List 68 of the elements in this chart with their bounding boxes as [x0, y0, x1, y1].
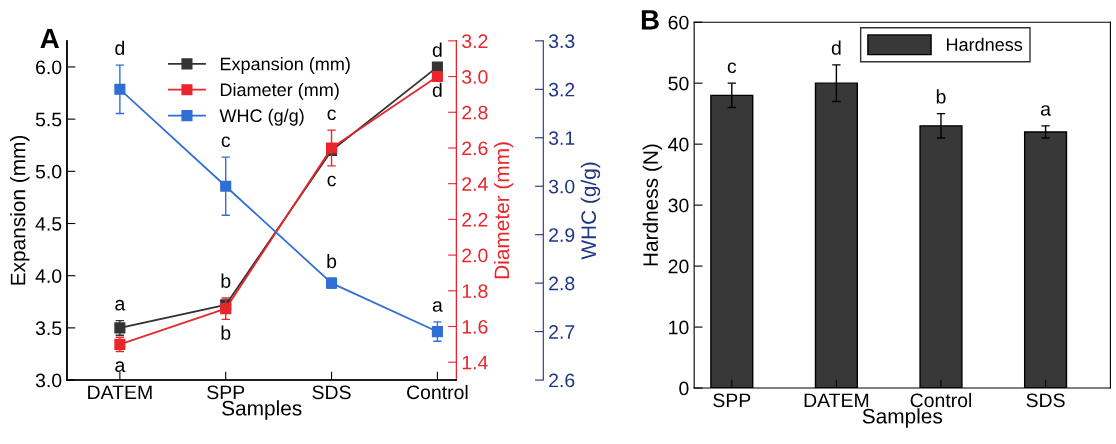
- y3-tick-label: 2.7: [549, 325, 575, 339]
- y3-tick-label: 2.6: [549, 373, 575, 388]
- data-label: d: [831, 40, 841, 55]
- y-tick-label: 50: [668, 76, 689, 91]
- chart-title: B: [641, 10, 659, 30]
- y2-tick-label: 3.2: [462, 34, 488, 49]
- y2-tick-label: 1.8: [462, 284, 488, 299]
- data-label: c: [221, 136, 231, 148]
- y-axis-title: Hardness (N): [642, 144, 663, 266]
- data-label: c: [327, 109, 336, 121]
- data-label: d: [432, 82, 442, 98]
- x-tick-label: DATEM: [88, 385, 152, 400]
- x-tick-label: SDS: [312, 385, 351, 400]
- y2-tick-label: 2.8: [462, 105, 488, 120]
- chart-title: A: [40, 28, 60, 49]
- y2-axis-title: Diameter (mm): [493, 142, 514, 279]
- y-tick-label: 5.0: [35, 164, 62, 179]
- data-label: b: [327, 253, 337, 269]
- y-tick-label: 3.0: [35, 373, 62, 388]
- data-label: a: [432, 301, 443, 312]
- x-tick-label: DATEM: [804, 393, 869, 408]
- x-tick-label: SPP: [207, 385, 245, 400]
- y2-tick-label: 2.4: [462, 177, 488, 191]
- y-tick-label: 4.0: [35, 269, 62, 283]
- legend-label: Hardness: [947, 37, 1023, 51]
- y-tick-label: 10: [669, 320, 689, 335]
- y2-tick-label: 1.4: [462, 355, 488, 370]
- y3-axis-title: WHC (g/g): [580, 162, 601, 260]
- x-tick-label: Control: [910, 392, 972, 408]
- y3-tick-label: 2.9: [549, 228, 575, 242]
- x-tick-label: Control: [407, 384, 468, 400]
- legend-label: WHC (g/g): [219, 108, 304, 126]
- y3-tick-label: 3.3: [548, 34, 575, 49]
- y-tick-label: 5.5: [35, 112, 62, 127]
- y-tick-label: 4.5: [35, 217, 62, 231]
- y3-tick-label: 3.2: [548, 82, 575, 97]
- legend-label: Diameter (mm): [220, 82, 339, 100]
- y2-tick-label: 1.6: [462, 319, 488, 334]
- x-tick-label: SDS: [1026, 393, 1065, 408]
- data-label: c: [327, 175, 336, 187]
- y-tick-label: 40: [668, 137, 689, 152]
- y-axis-title: Expansion (mm): [10, 135, 30, 285]
- y-tick-label: 6.0: [36, 60, 62, 75]
- data-label: d: [432, 42, 442, 57]
- y3-tick-label: 2.8: [549, 276, 575, 291]
- data-label: a: [115, 299, 126, 311]
- x-axis-title: Samples: [222, 400, 302, 420]
- y-tick-label: 60: [668, 15, 689, 30]
- y3-tick-label: 3.1: [548, 131, 575, 145]
- data-label: a: [115, 361, 126, 372]
- data-label: a: [1040, 105, 1051, 116]
- y-tick-label: 20: [668, 259, 689, 274]
- data-label: b: [936, 89, 946, 104]
- y-tick-label: 3.5: [35, 321, 62, 336]
- x-axis-title: Samples: [862, 408, 943, 428]
- y2-tick-label: 2.2: [462, 212, 488, 227]
- data-label: b: [221, 325, 231, 340]
- y-tick-label: 30: [668, 198, 689, 213]
- y2-tick-label: 3.0: [462, 70, 488, 84]
- data-label: d: [115, 40, 125, 56]
- y2-tick-label: 2.0: [462, 248, 488, 263]
- data-label: b: [221, 273, 231, 288]
- legend-label: Expansion (mm): [220, 57, 350, 74]
- data-label: c: [727, 62, 737, 74]
- y-tick-label: 0: [679, 381, 689, 396]
- y2-tick-label: 2.6: [462, 141, 488, 156]
- x-tick-label: SPP: [713, 393, 751, 408]
- y3-tick-label: 3.0: [548, 179, 575, 194]
